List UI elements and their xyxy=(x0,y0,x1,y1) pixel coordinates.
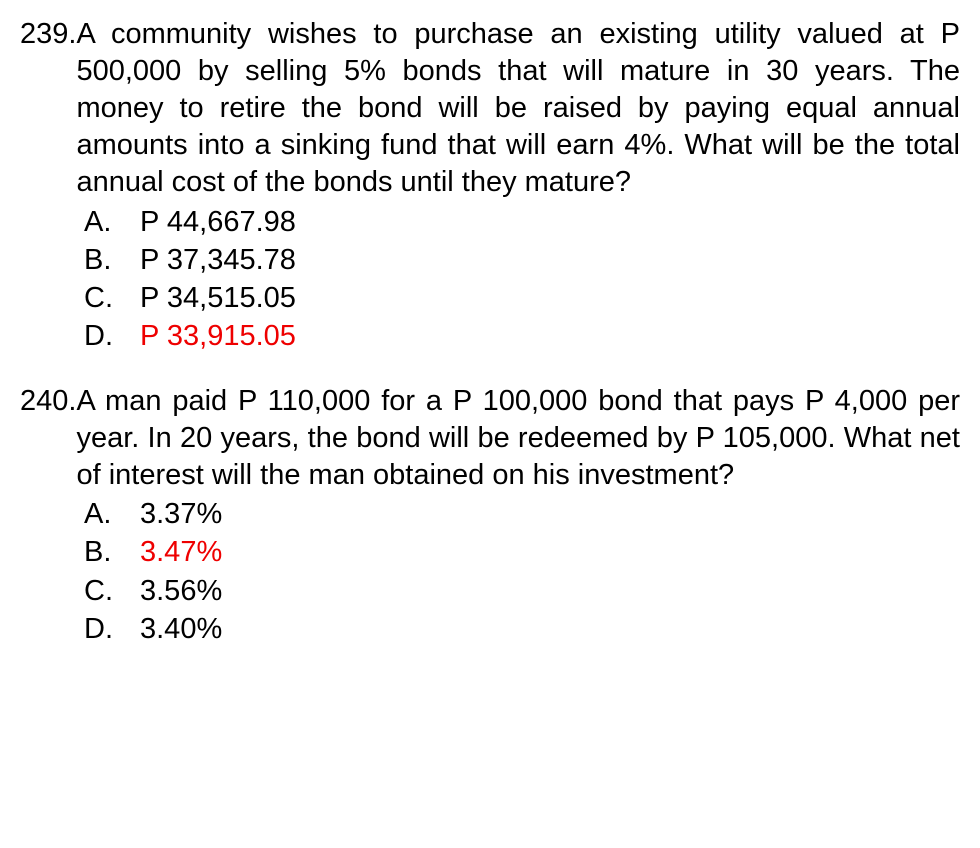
option-letter: B. xyxy=(84,242,140,279)
question-text: A man paid P 110,000 for a P 100,000 bon… xyxy=(76,383,960,494)
option-a: A. 3.37% xyxy=(84,496,960,533)
option-text: P 44,667.98 xyxy=(140,204,960,241)
question-240: 240. A man paid P 110,000 for a P 100,00… xyxy=(20,383,960,648)
options-list: A. P 44,667.98 B. P 37,345.78 C. P 34,51… xyxy=(20,204,960,355)
option-text: P 37,345.78 xyxy=(140,242,960,279)
option-c: C. 3.56% xyxy=(84,573,960,610)
options-list: A. 3.37% B. 3.47% C. 3.56% D. 3.40% xyxy=(20,496,960,647)
question-number: 239. xyxy=(20,16,76,202)
option-text-answer: P 33,915.05 xyxy=(140,318,960,355)
option-d: D. P 33,915.05 xyxy=(84,318,960,355)
question-row: 239. A community wishes to purchase an e… xyxy=(20,16,960,202)
option-b: B. P 37,345.78 xyxy=(84,242,960,279)
option-c: C. P 34,515.05 xyxy=(84,280,960,317)
option-d: D. 3.40% xyxy=(84,611,960,648)
option-letter: C. xyxy=(84,280,140,317)
option-b: B. 3.47% xyxy=(84,534,960,571)
question-row: 240. A man paid P 110,000 for a P 100,00… xyxy=(20,383,960,494)
option-letter: A. xyxy=(84,496,140,533)
question-number: 240. xyxy=(20,383,76,494)
option-letter: C. xyxy=(84,573,140,610)
option-text: 3.40% xyxy=(140,611,960,648)
option-text-answer: 3.47% xyxy=(140,534,960,571)
option-text: 3.56% xyxy=(140,573,960,610)
option-letter: A. xyxy=(84,204,140,241)
option-letter: D. xyxy=(84,611,140,648)
question-text: A community wishes to purchase an existi… xyxy=(76,16,960,202)
option-letter: D. xyxy=(84,318,140,355)
option-text: P 34,515.05 xyxy=(140,280,960,317)
option-text: 3.37% xyxy=(140,496,960,533)
option-letter: B. xyxy=(84,534,140,571)
question-239: 239. A community wishes to purchase an e… xyxy=(20,16,960,355)
option-a: A. P 44,667.98 xyxy=(84,204,960,241)
